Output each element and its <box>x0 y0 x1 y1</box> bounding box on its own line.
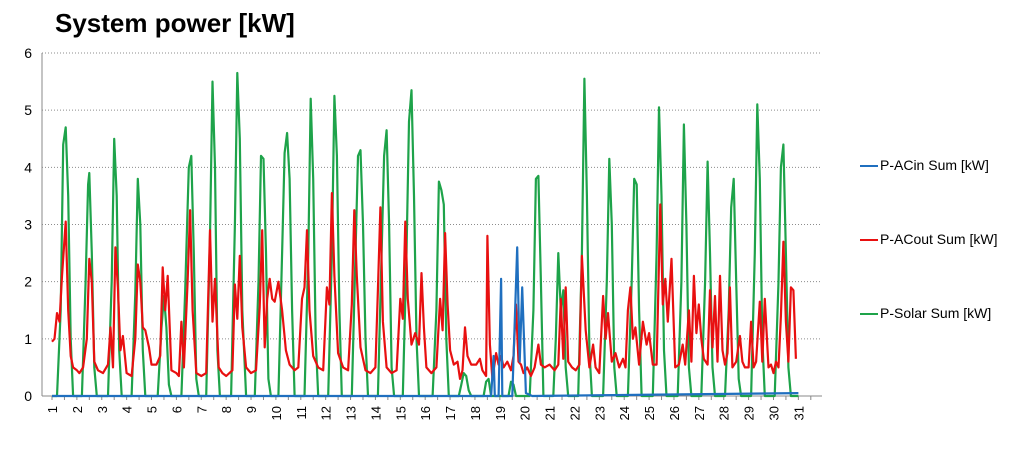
x-tick-label: 2 <box>70 406 85 413</box>
chart-title: System power [kW] <box>55 8 295 38</box>
legend-swatch-solar <box>860 313 878 315</box>
y-tick-label: 1 <box>24 331 32 347</box>
x-tick-label: 17 <box>443 406 458 420</box>
series-line-0 <box>52 246 799 398</box>
x-tick-label: 18 <box>468 406 483 420</box>
x-tick-label: 26 <box>667 406 682 420</box>
x-tick-label: 30 <box>766 406 781 420</box>
x-tick-label: 6 <box>169 406 184 413</box>
x-tick-label: 4 <box>120 406 135 413</box>
y-tick-label: 6 <box>24 45 32 61</box>
legend-swatch-acout <box>860 239 878 241</box>
y-tick-label: 3 <box>24 217 32 233</box>
x-tick-label: 7 <box>194 406 209 413</box>
legend-label-acin: P-ACin Sum [kW] <box>880 157 989 173</box>
x-tick-label: 11 <box>294 406 309 420</box>
y-tick-label: 4 <box>24 159 32 175</box>
x-tick-label: 14 <box>368 406 383 420</box>
x-tick-label: 13 <box>344 406 359 420</box>
x-tick-label: 27 <box>692 406 707 420</box>
x-tick-label: 1 <box>45 406 60 413</box>
x-tick-label: 25 <box>642 406 657 420</box>
x-tick-label: 16 <box>418 406 433 420</box>
x-tick-label: 29 <box>742 406 757 420</box>
y-tick-label: 5 <box>24 102 32 118</box>
series-line-1 <box>51 192 797 380</box>
legend-item-acin: P-ACin Sum [kW] <box>860 155 1020 176</box>
legend-swatch-acin <box>860 165 878 167</box>
legend-label-solar: P-Solar Sum [kW] <box>880 305 992 321</box>
x-tick-label: 20 <box>518 406 533 420</box>
x-tick-label: 19 <box>493 406 508 420</box>
legend-item-acout: P-ACout Sum [kW] <box>860 229 1020 250</box>
x-tick-label: 9 <box>244 406 259 413</box>
y-tick-label: 0 <box>24 388 32 404</box>
x-tick-label: 22 <box>567 406 582 420</box>
x-tick-label: 12 <box>319 406 334 420</box>
x-tick-label: 3 <box>95 406 110 413</box>
series-line-2 <box>52 71 799 398</box>
x-tick-label: 15 <box>393 406 408 420</box>
x-tick-label: 24 <box>617 406 632 420</box>
x-tick-label: 21 <box>543 406 558 420</box>
y-tick-label: 2 <box>24 274 32 290</box>
x-tick-label: 8 <box>219 406 234 413</box>
x-tick-label: 5 <box>145 406 160 413</box>
x-tick-label: 10 <box>269 406 284 420</box>
legend-item-solar: P-Solar Sum [kW] <box>860 303 1020 324</box>
legend-label-acout: P-ACout Sum [kW] <box>880 231 998 247</box>
x-tick-label: 28 <box>717 406 732 420</box>
x-tick-label: 23 <box>592 406 607 420</box>
x-tick-label: 31 <box>791 406 806 420</box>
